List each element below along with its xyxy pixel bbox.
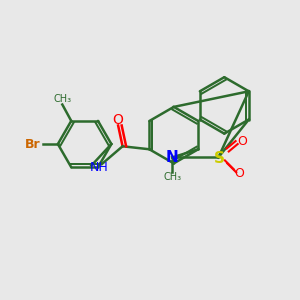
Text: O: O <box>113 112 124 127</box>
Text: CH₃: CH₃ <box>163 172 182 182</box>
Text: NH: NH <box>89 160 108 174</box>
Text: O: O <box>234 167 244 180</box>
Text: CH₃: CH₃ <box>53 94 71 103</box>
Text: N: N <box>166 150 179 165</box>
Text: Br: Br <box>25 138 40 151</box>
Text: O: O <box>237 135 247 148</box>
Text: S: S <box>214 152 225 166</box>
